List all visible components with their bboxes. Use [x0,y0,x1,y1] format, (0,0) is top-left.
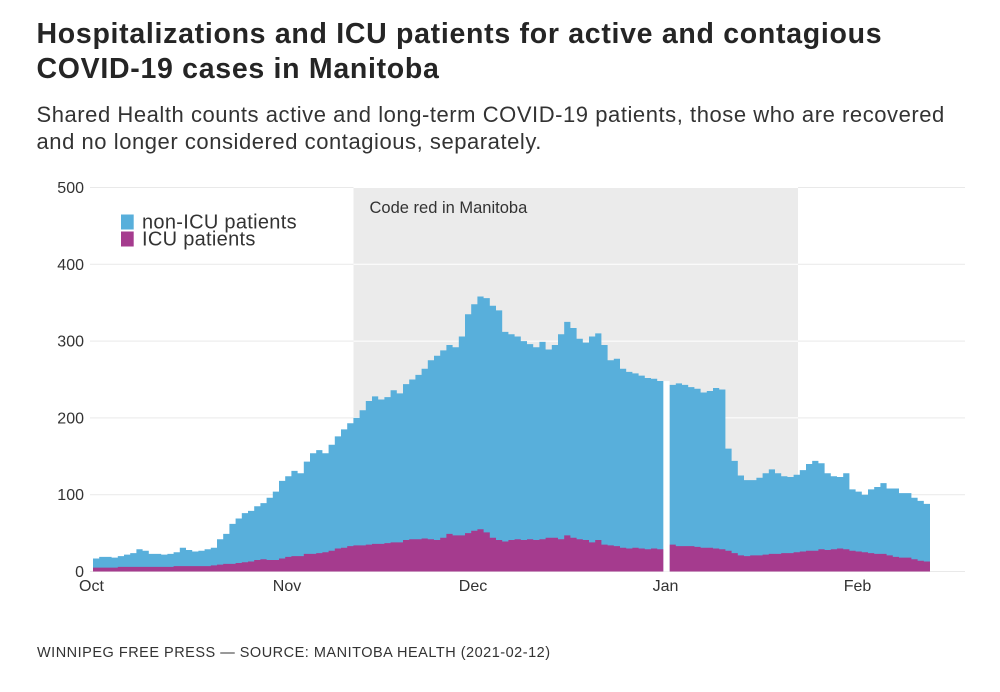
svg-text:100: 100 [57,487,84,504]
svg-text:Nov: Nov [273,578,301,595]
svg-text:Oct: Oct [79,578,104,595]
svg-text:non-ICU patients: non-ICU patients [142,212,297,234]
svg-text:Jan: Jan [653,578,679,595]
svg-text:Feb: Feb [844,578,872,595]
svg-text:300: 300 [57,334,84,351]
svg-text:500: 500 [57,180,84,197]
svg-text:200: 200 [57,410,84,427]
svg-text:ICU patients: ICU patients [142,229,256,251]
svg-text:Code red in Manitoba: Code red in Manitoba [370,199,529,217]
svg-text:0: 0 [75,564,84,581]
svg-text:400: 400 [57,257,84,274]
svg-text:Dec: Dec [459,578,487,595]
